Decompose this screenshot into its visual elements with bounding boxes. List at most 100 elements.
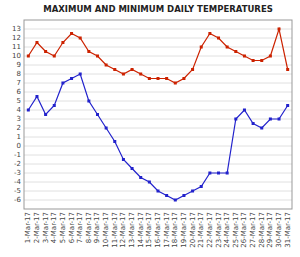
x-tick-label: 16-Mar-17 [154,212,162,248]
grid-line [24,137,292,138]
marker [27,109,30,112]
y-tick-label: -3 [14,169,21,177]
marker [27,55,30,58]
grid-line [24,38,292,39]
grid-line [24,191,292,192]
marker [182,194,185,197]
x-tick-label: 26-Mar-17 [240,212,248,248]
grid [24,29,292,200]
grid-line [24,47,292,48]
y-tick-label: 13 [12,25,21,33]
line [28,74,287,200]
marker [70,77,73,80]
x-tick-label: 18-Mar-17 [171,212,179,248]
x-tick-label: 1-Mar-17 [24,212,32,243]
grid-line [24,74,292,75]
marker [174,82,177,85]
y-tick-label: 6 [17,88,22,96]
y-tick-label: 1 [17,133,21,141]
grid-line [24,110,292,111]
y-tick-label: 4 [17,106,22,114]
marker [243,109,246,112]
x-tick-label: 25-Mar-17 [232,212,240,248]
marker [226,172,229,175]
x-tick-label: 13-Mar-17 [128,212,136,248]
x-tick-label: 7-Mar-17 [76,212,84,243]
x-tick-label: 14-Mar-17 [137,212,145,248]
marker [61,82,64,85]
x-tick-label: 6-Mar-17 [68,212,76,243]
marker [96,113,99,116]
marker [200,46,203,49]
x-tick-label: 22-Mar-17 [206,212,214,248]
marker [252,59,255,62]
marker [286,104,289,107]
x-tick-label: 12-Mar-17 [119,212,127,248]
grid-line [24,173,292,174]
grid-line [24,182,292,183]
marker [79,37,82,40]
x-tick-label: 23-Mar-17 [215,212,223,248]
x-tick-label: 4-Mar-17 [50,212,58,243]
grid-line [24,65,292,66]
x-tick-label: 28-Mar-17 [258,212,266,248]
marker [61,41,64,44]
y-tick-label: -6 [14,196,22,204]
y-tick-label: 5 [17,97,21,105]
y-tick-label: 0 [17,142,21,150]
y-tick-label: 3 [17,115,21,123]
marker [113,68,116,71]
x-tick-label: 30-Mar-17 [275,212,283,248]
x-tick-label: 15-Mar-17 [145,212,153,248]
marker [286,68,289,71]
marker [53,55,56,58]
marker [44,113,47,116]
marker [87,100,90,103]
marker [122,158,125,161]
x-tick-label: 17-Mar-17 [163,212,171,248]
marker [191,190,194,193]
x-tick-label: 10-Mar-17 [102,212,110,248]
x-tick-label: 21-Mar-17 [197,212,205,248]
x-tick-label: 29-Mar-17 [266,212,274,248]
marker [252,122,255,125]
y-tick-label: 8 [17,70,21,78]
marker [234,50,237,53]
marker [278,28,281,31]
marker [96,55,99,58]
y-tick-label: 7 [17,79,21,87]
marker [234,118,237,121]
y-tick-label: 11 [12,43,21,51]
marker [131,167,134,170]
marker [174,199,177,202]
x-tick-label: 19-Mar-17 [180,212,188,248]
marker [35,95,38,98]
title: MAXIMUM AND MINIMUM DAILY TEMPERATURES [43,4,273,14]
y-tick-label: -5 [14,187,21,195]
grid-line [24,101,292,102]
marker [243,55,246,58]
chart: -6-5-4-3-2-10123456789101112131-Mar-172-… [0,0,300,257]
grid-line [24,29,292,30]
marker [269,55,272,58]
marker [208,172,211,175]
y-tick-label: -4 [14,178,22,186]
y-tick-label: 9 [17,61,21,69]
marker [105,127,108,130]
y-tick-label: 10 [12,52,21,60]
marker [157,190,160,193]
marker [113,140,116,143]
marker [122,73,125,76]
marker [260,127,263,130]
grid-line [24,56,292,57]
marker [217,37,220,40]
marker [87,50,90,53]
marker [79,73,82,76]
x-tick-label: 5-Mar-17 [59,212,67,243]
x-tick-label: 8-Mar-17 [85,212,93,243]
plot-frame [24,20,292,209]
grid-line [24,164,292,165]
grid-line [24,200,292,201]
y-tick-label: -2 [14,160,21,168]
grid-line [24,146,292,147]
